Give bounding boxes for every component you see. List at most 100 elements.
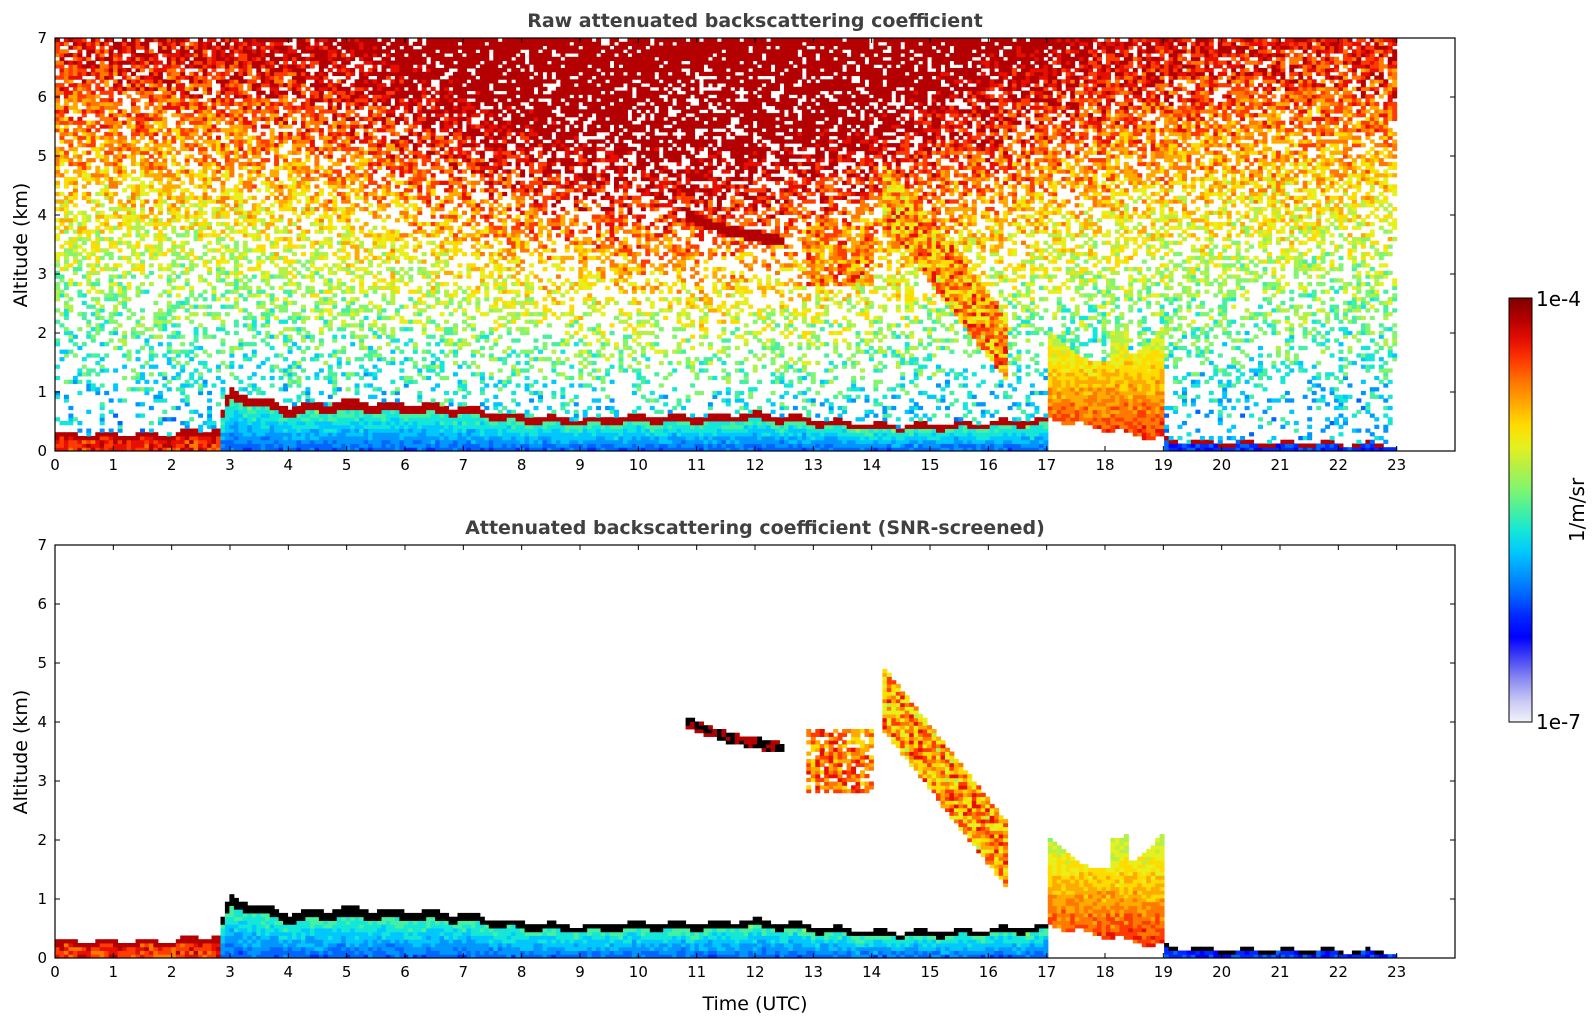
heatmap-cell bbox=[318, 173, 324, 178]
heatmap-cell bbox=[301, 274, 306, 279]
heatmap-cell bbox=[363, 131, 369, 137]
heatmap-cell bbox=[63, 86, 69, 92]
heatmap-cell bbox=[108, 338, 114, 343]
heatmap-cell bbox=[345, 357, 351, 362]
heatmap-cell bbox=[372, 417, 378, 422]
heatmap-cell bbox=[242, 417, 248, 422]
heatmap-cell bbox=[318, 218, 324, 223]
heatmap-cell bbox=[274, 176, 280, 182]
heatmap-cell bbox=[260, 161, 266, 167]
heatmap-cell bbox=[184, 218, 190, 223]
heatmap-cell bbox=[399, 248, 405, 253]
heatmap-cell bbox=[229, 169, 235, 174]
heatmap-cell bbox=[211, 101, 217, 107]
heatmap-cell bbox=[162, 447, 168, 451]
heatmap-cell bbox=[131, 56, 136, 62]
heatmap-cell bbox=[117, 71, 123, 77]
heatmap-cell bbox=[211, 289, 217, 294]
heatmap-cell bbox=[269, 375, 275, 381]
heatmap-cell bbox=[265, 274, 271, 279]
heatmap-cell bbox=[323, 308, 329, 313]
heatmap-cell bbox=[144, 436, 150, 441]
heatmap-cell bbox=[153, 248, 159, 253]
heatmap-cell bbox=[390, 402, 396, 407]
heatmap-cell bbox=[269, 244, 275, 249]
heatmap-cell bbox=[113, 319, 119, 324]
heatmap-cell bbox=[256, 424, 262, 429]
heatmap-cell bbox=[108, 143, 114, 148]
heatmap-cell bbox=[377, 255, 382, 261]
heatmap-cell bbox=[269, 75, 275, 80]
heatmap-cell bbox=[77, 83, 83, 88]
heatmap-cell bbox=[372, 304, 378, 309]
heatmap-cell bbox=[242, 120, 248, 125]
heatmap-cell bbox=[260, 323, 266, 328]
heatmap-cell bbox=[184, 421, 190, 426]
heatmap-cell bbox=[287, 68, 293, 73]
heatmap-cell bbox=[229, 150, 235, 155]
heatmap-cell bbox=[341, 158, 347, 163]
heatmap-cell bbox=[390, 349, 396, 354]
heatmap-cell bbox=[135, 443, 141, 448]
heatmap-cell bbox=[184, 398, 190, 403]
heatmap-cell bbox=[55, 308, 60, 313]
heatmap-cell bbox=[171, 71, 177, 77]
heatmap-cell bbox=[162, 90, 168, 95]
heatmap-cell bbox=[233, 139, 239, 144]
heatmap-cell bbox=[408, 439, 414, 444]
heatmap-cell bbox=[220, 184, 226, 189]
heatmap-cell bbox=[318, 131, 324, 137]
heatmap-cell bbox=[309, 199, 315, 204]
heatmap-cell bbox=[372, 169, 378, 174]
heatmap-cell bbox=[86, 233, 92, 238]
heatmap-cell bbox=[131, 252, 136, 257]
heatmap-cell bbox=[220, 116, 226, 122]
heatmap-cell bbox=[207, 334, 213, 339]
heatmap-cell bbox=[314, 128, 320, 133]
heatmap-cell bbox=[224, 417, 230, 422]
heatmap-cell bbox=[318, 56, 324, 62]
heatmap-cell bbox=[305, 158, 311, 163]
heatmap-cell bbox=[202, 109, 208, 114]
heatmap-cell bbox=[251, 233, 257, 238]
heatmap-cell bbox=[301, 75, 306, 80]
heatmap-cell bbox=[198, 41, 204, 47]
heatmap-cell bbox=[327, 79, 333, 84]
heatmap-cell bbox=[77, 124, 83, 129]
heatmap-cell bbox=[166, 105, 172, 110]
heatmap-cell bbox=[180, 447, 186, 451]
heatmap-cell bbox=[104, 68, 110, 73]
heatmap-cell bbox=[77, 68, 83, 73]
heatmap-cell bbox=[269, 79, 275, 84]
heatmap-cell bbox=[122, 41, 128, 47]
heatmap-cell bbox=[292, 300, 297, 306]
heatmap-cell bbox=[55, 120, 60, 125]
heatmap-cell bbox=[251, 383, 257, 388]
heatmap-cell bbox=[193, 45, 199, 50]
heatmap-cell bbox=[269, 413, 275, 418]
heatmap-cell bbox=[135, 285, 141, 291]
heatmap-cell bbox=[385, 143, 391, 148]
heatmap-cell bbox=[269, 274, 275, 279]
heatmap-cell bbox=[287, 64, 293, 69]
heatmap-cell bbox=[251, 293, 257, 298]
heatmap-cell bbox=[184, 379, 190, 384]
heatmap-cell bbox=[108, 312, 114, 317]
heatmap-cell bbox=[153, 222, 159, 227]
heatmap-cell bbox=[131, 312, 136, 317]
heatmap-cell bbox=[229, 387, 235, 392]
heatmap-cell bbox=[233, 274, 239, 279]
heatmap-cell bbox=[256, 207, 262, 212]
heatmap-cell bbox=[131, 191, 136, 197]
heatmap-cell bbox=[117, 60, 123, 65]
heatmap-cell bbox=[207, 120, 213, 125]
heatmap-cell bbox=[309, 432, 315, 437]
heatmap-cell bbox=[238, 263, 244, 268]
heatmap-cell bbox=[265, 222, 271, 227]
heatmap-cell bbox=[385, 90, 391, 95]
heatmap-cell bbox=[394, 94, 400, 99]
heatmap-cell bbox=[399, 278, 405, 283]
heatmap-cell bbox=[148, 439, 154, 444]
heatmap-cell bbox=[377, 79, 382, 84]
heatmap-cell bbox=[148, 49, 154, 54]
